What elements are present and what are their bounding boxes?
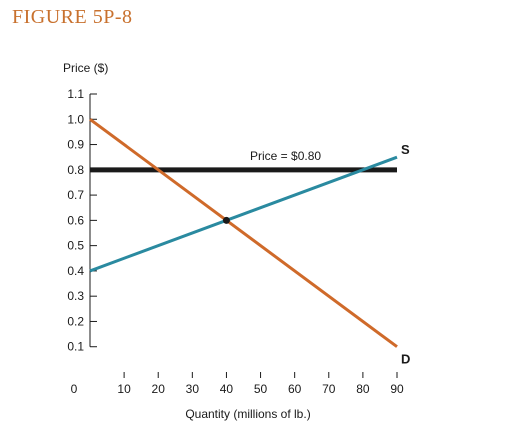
series-label-s: S	[401, 142, 410, 157]
x-tick-label: 50	[254, 382, 268, 396]
series-line-d	[89, 118, 398, 348]
x-tick-label: 0	[71, 382, 78, 396]
y-tick-label: 0.6	[67, 213, 84, 227]
x-tick-label: 10	[117, 382, 131, 396]
equilibrium-point	[222, 216, 230, 224]
y-tick-label: 1.1	[67, 87, 84, 101]
y-axis-label: Price ($)	[63, 61, 108, 75]
price-line-label: Price = $0.80	[250, 149, 321, 163]
x-tick-label: 40	[220, 382, 234, 396]
x-tick-label: 90	[390, 382, 404, 396]
y-tick-label: 0.3	[67, 289, 84, 303]
y-tick-label: 0.7	[67, 188, 84, 202]
y-tick-label: 0.2	[67, 314, 84, 328]
figure-title: FIGURE 5P-8	[12, 6, 133, 28]
y-tick-label: 0.4	[67, 264, 84, 278]
series-label-d: D	[401, 352, 410, 367]
series-line-s	[89, 155, 398, 273]
x-tick-label: 30	[186, 382, 200, 396]
x-tick-label: 80	[356, 382, 370, 396]
y-tick-label: 0.8	[67, 163, 84, 177]
series-layer: SD	[89, 118, 410, 367]
y-tick-label: 0.9	[67, 138, 84, 152]
x-tick-label: 60	[288, 382, 302, 396]
x-tick-label: 70	[322, 382, 336, 396]
y-tick-label: 0.5	[67, 239, 84, 253]
y-axis-ticks: 0.1 0.2 0.3 0.4 0.5 0.6 0.7 0.8 0.9 1.0 1.1	[67, 87, 97, 354]
x-tick-label: 20	[152, 382, 166, 396]
y-tick-label: 1.0	[67, 112, 84, 126]
y-tick-label: 0.1	[67, 340, 84, 354]
x-axis-ticks: 0 10 20 30 40 50 60 70 80 90	[71, 372, 404, 396]
x-axis-label: Quantity (millions of lb.)	[185, 407, 310, 421]
